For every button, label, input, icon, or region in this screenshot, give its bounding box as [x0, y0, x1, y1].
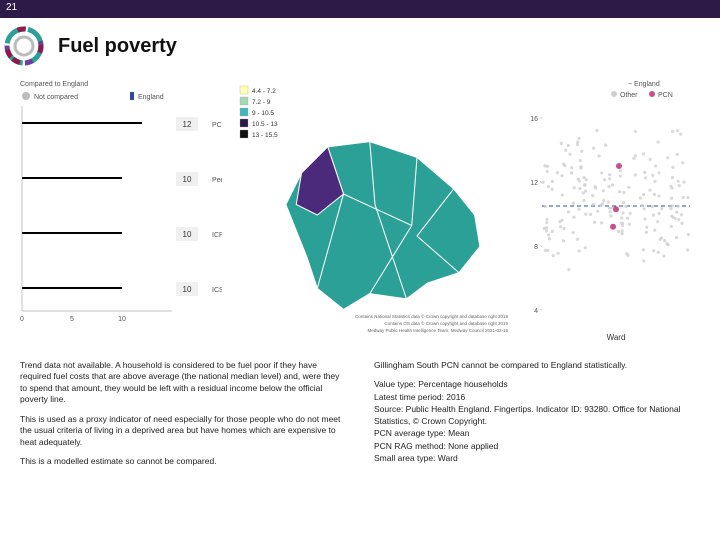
svg-text:ICP: ICP	[212, 232, 222, 239]
text-right-column: Gillingham South PCN cannot be compared …	[374, 360, 700, 476]
meta-line: PCN RAG method: None applied	[374, 441, 700, 452]
logo	[2, 24, 46, 68]
svg-text:4.4 - 7.2: 4.4 - 7.2	[252, 88, 276, 95]
svg-text:Not compared: Not compared	[34, 94, 78, 101]
svg-text:Other: Other	[620, 92, 638, 99]
svg-text:16: 16	[530, 116, 538, 123]
charts-row: Compared to England Not compared England 12…	[0, 72, 720, 352]
svg-text:8: 8	[534, 244, 538, 251]
meta-line: Small area type: Ward	[374, 453, 700, 464]
svg-text:10: 10	[118, 316, 126, 323]
svg-text:7.2 - 9: 7.2 - 9	[252, 99, 271, 106]
svg-text:Contains National Statistics d: Contains National Statistics data © Crow…	[355, 313, 508, 319]
svg-text:PCN: PCN	[658, 92, 673, 99]
svg-text:Compared to England: Compared to England	[20, 81, 88, 88]
svg-text:− England: − England	[628, 81, 660, 88]
meta-line: Latest time period: 2016	[374, 392, 700, 403]
svg-text:Contains OS data © Crown copyr: Contains OS data © Crown copyright and d…	[384, 320, 508, 326]
svg-text:10.5 - 13: 10.5 - 13	[252, 121, 278, 128]
meta-line: Source: Public Health England. Fingertip…	[374, 404, 700, 427]
paragraph: This is used as a proxy indicator of nee…	[20, 414, 346, 448]
svg-text:Medway Public Health Intellige: Medway Public Health Intelligence Team, …	[368, 328, 509, 333]
svg-text:10: 10	[183, 230, 192, 239]
svg-text:9 - 10.5: 9 - 10.5	[252, 110, 274, 117]
svg-text:Peer group: Peer group	[212, 177, 222, 184]
bar-chart: Compared to England Not compared England 12…	[12, 76, 222, 352]
body-text: Trend data not available. A household is…	[0, 352, 720, 476]
paragraph: Trend data not available. A household is…	[20, 360, 346, 406]
scatter-chart: − England Other PCN 16 12 8 4 Ward	[518, 76, 708, 352]
svg-text:PCN: PCN	[212, 122, 222, 129]
svg-text:4: 4	[534, 308, 538, 315]
svg-text:10: 10	[183, 285, 192, 294]
paragraph: This is a modelled estimate so cannot be…	[20, 456, 346, 467]
choropleth-map: 4.4 - 7.2 7.2 - 9 9 - 10.5 10.5 - 13 13 - 15…	[230, 76, 510, 352]
page-number: 21	[6, 2, 17, 13]
svg-text:12: 12	[530, 180, 538, 187]
svg-text:England: England	[138, 94, 164, 101]
page-number-bar: 21	[0, 0, 720, 18]
svg-text:13 - 15.5: 13 - 15.5	[252, 132, 278, 139]
meta-line: Value type: Percentage households	[374, 379, 700, 390]
svg-text:Ward: Ward	[607, 333, 626, 342]
paragraph: Gillingham South PCN cannot be compared …	[374, 360, 700, 371]
text-left-column: Trend data not available. A household is…	[20, 360, 346, 476]
header: Fuel poverty	[0, 18, 720, 72]
page-title: Fuel poverty	[58, 35, 177, 58]
svg-text:5: 5	[70, 316, 74, 323]
svg-text:ICS: ICS	[212, 287, 222, 294]
svg-text:12: 12	[183, 120, 192, 129]
meta-line: PCN average type: Mean	[374, 428, 700, 439]
svg-text:10: 10	[183, 175, 192, 184]
svg-text:0: 0	[20, 316, 24, 323]
